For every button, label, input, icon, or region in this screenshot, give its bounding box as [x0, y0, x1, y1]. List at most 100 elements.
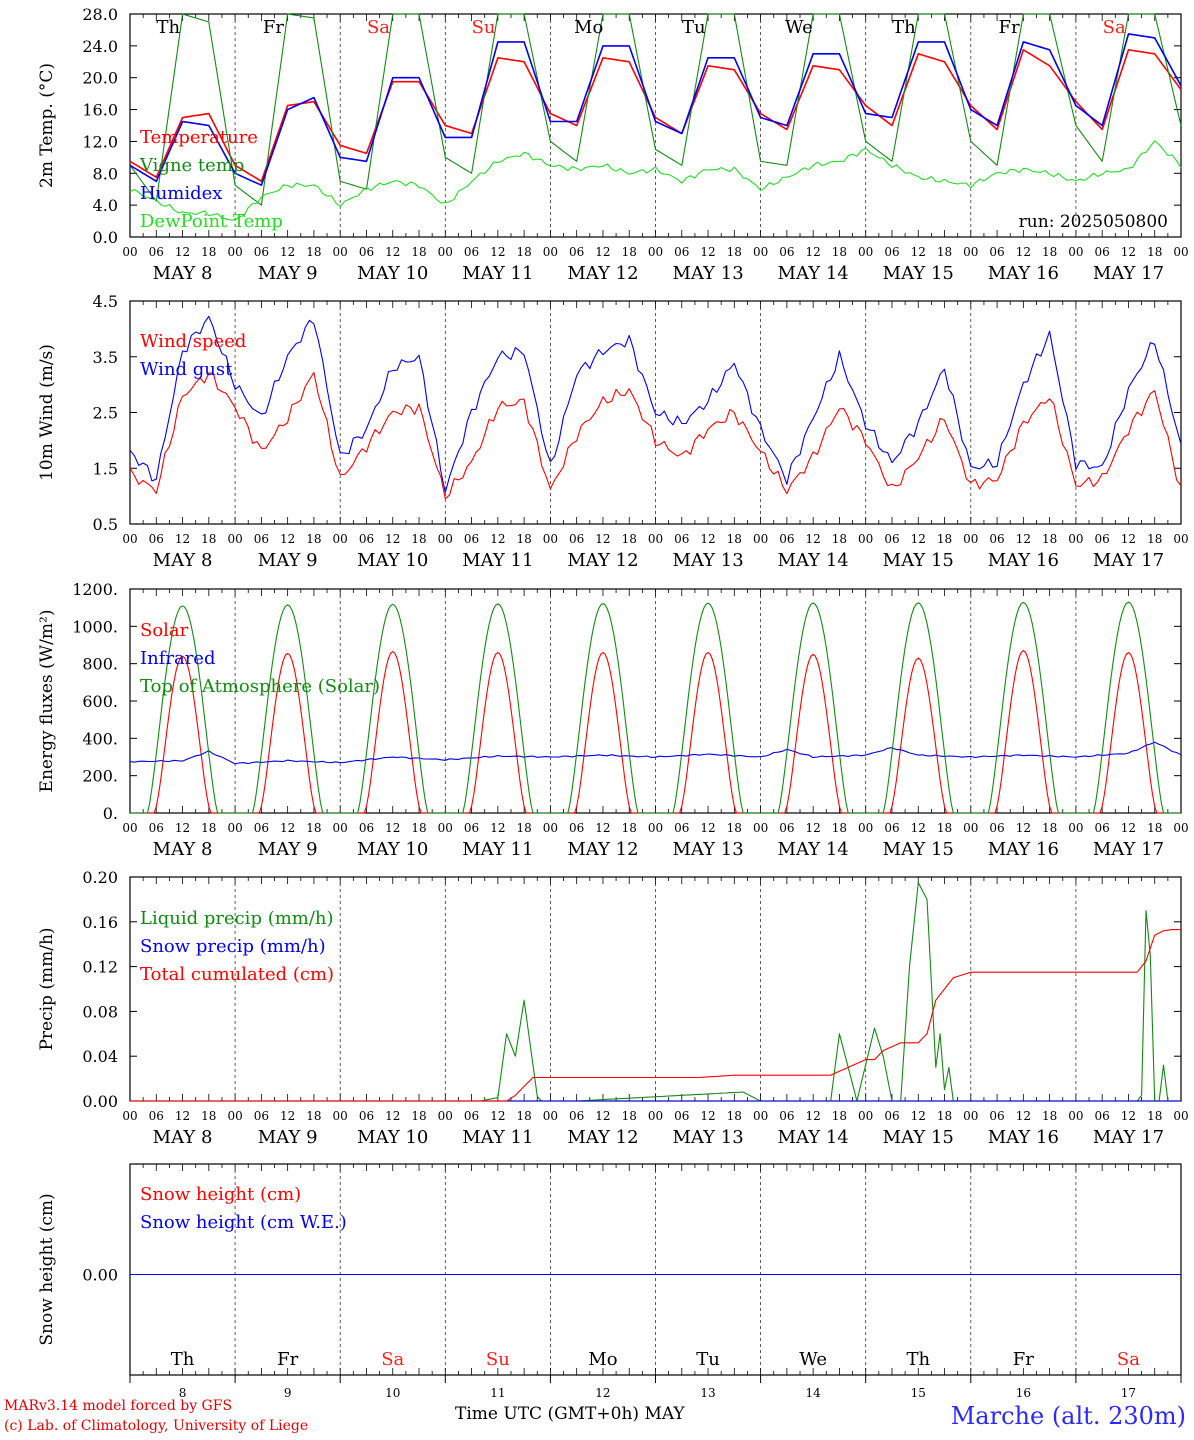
- hour-tick-label: 18: [937, 821, 952, 835]
- y-tick-label: 1.5: [93, 459, 118, 478]
- hour-tick-label: 06: [254, 532, 269, 546]
- hour-tick-label: 18: [201, 821, 216, 835]
- y-tick-label: 0.12: [82, 958, 118, 977]
- hour-tick-label: 00: [227, 821, 242, 835]
- weekday-label-top: Sa: [1103, 17, 1126, 38]
- x-axis-title: Time UTC (GMT+0h) MAY: [455, 1404, 685, 1424]
- legend-entry: Snow height (cm W.E.): [140, 1212, 347, 1233]
- hour-tick-label: 12: [175, 1109, 190, 1123]
- series-line-top-of-atmosphere-solar-: [130, 601, 1181, 814]
- date-label: MAY 9: [258, 263, 318, 284]
- hour-tick-label: 00: [543, 532, 558, 546]
- y-tick-label: 200.: [82, 767, 118, 786]
- hour-tick-label: 12: [175, 532, 190, 546]
- hour-tick-label: 06: [254, 821, 269, 835]
- date-label: MAY 13: [672, 550, 743, 571]
- hour-tick-label: 12: [806, 245, 821, 259]
- hour-tick-label: 06: [989, 1109, 1004, 1123]
- series-line-infrared: [129, 741, 1182, 765]
- hour-tick-label: 06: [359, 1109, 374, 1123]
- date-label: MAY 16: [988, 1127, 1059, 1148]
- date-label: MAY 12: [567, 839, 638, 860]
- hour-tick-label: 06: [464, 245, 479, 259]
- date-label: MAY 15: [883, 263, 954, 284]
- hour-tick-label: 12: [1121, 245, 1136, 259]
- day-number-label: 15: [911, 1386, 926, 1400]
- hour-tick-label: 12: [595, 245, 610, 259]
- credit-lab: (c) Lab. of Climatology, University of L…: [4, 1418, 309, 1434]
- hour-tick-label: 18: [411, 1109, 426, 1123]
- hour-tick-label: 00: [122, 821, 137, 835]
- weekday-label-top: Fr: [263, 17, 284, 38]
- hour-tick-label: 06: [569, 1109, 584, 1123]
- hour-tick-label: 06: [359, 821, 374, 835]
- hour-tick-label: 18: [1042, 821, 1057, 835]
- hour-tick-label: 00: [648, 1109, 663, 1123]
- hour-tick-label: 06: [1095, 1109, 1110, 1123]
- hour-tick-label: 00: [648, 245, 663, 259]
- y-axis-label: Snow height (cm): [37, 1193, 57, 1345]
- hour-tick-label: 06: [359, 245, 374, 259]
- date-label: MAY 10: [357, 1127, 428, 1148]
- date-label: MAY 10: [357, 263, 428, 284]
- hour-tick-label: 18: [411, 821, 426, 835]
- weekday-label-top: Sa: [367, 17, 390, 38]
- date-label: MAY 11: [462, 1127, 533, 1148]
- y-tick-label: 0.00: [82, 1092, 118, 1111]
- hour-tick-label: 06: [569, 245, 584, 259]
- hour-tick-label: 00: [1173, 245, 1188, 259]
- hour-tick-label: 18: [516, 245, 531, 259]
- hour-tick-label: 18: [1147, 1109, 1162, 1123]
- hour-tick-label: 00: [333, 245, 348, 259]
- y-tick-label: 0.5: [93, 515, 118, 534]
- hour-tick-label: 12: [806, 821, 821, 835]
- hour-tick-label: 00: [438, 821, 453, 835]
- weekday-label-bottom: Sa: [381, 1349, 404, 1370]
- hour-tick-label: 18: [622, 1109, 637, 1123]
- y-tick-label: 0.0: [93, 228, 118, 247]
- weekday-label-bottom: Fr: [277, 1349, 298, 1370]
- hour-tick-label: 18: [727, 1109, 742, 1123]
- y-tick-label: 0.00: [82, 1266, 118, 1285]
- series-line-total-cumulated-cm-: [130, 929, 1181, 1102]
- hour-tick-label: 12: [385, 245, 400, 259]
- legend-entry: Temperature: [140, 127, 258, 148]
- date-label: MAY 11: [462, 550, 533, 571]
- y-tick-label: 0.20: [82, 868, 118, 887]
- date-label: MAY 15: [883, 839, 954, 860]
- hour-tick-label: 06: [569, 532, 584, 546]
- day-number-label: 17: [1121, 1386, 1136, 1400]
- hour-tick-label: 06: [149, 532, 164, 546]
- hour-tick-label: 00: [858, 532, 873, 546]
- date-label: MAY 11: [462, 839, 533, 860]
- hour-tick-label: 18: [516, 532, 531, 546]
- hour-tick-label: 00: [963, 532, 978, 546]
- hour-tick-label: 00: [333, 821, 348, 835]
- hour-tick-label: 18: [306, 245, 321, 259]
- hour-tick-label: 12: [175, 821, 190, 835]
- date-label: MAY 15: [883, 1127, 954, 1148]
- hour-tick-label: 12: [490, 245, 505, 259]
- hour-tick-label: 18: [832, 245, 847, 259]
- hour-tick-label: 18: [306, 1109, 321, 1123]
- hour-tick-label: 18: [727, 245, 742, 259]
- hour-tick-label: 00: [753, 821, 768, 835]
- hour-tick-label: 12: [1016, 1109, 1031, 1123]
- hour-tick-label: 18: [1042, 245, 1057, 259]
- day-number-label: 12: [595, 1386, 610, 1400]
- day-number-label: 13: [700, 1386, 715, 1400]
- hour-tick-label: 06: [254, 1109, 269, 1123]
- hour-tick-label: 12: [911, 821, 926, 835]
- hour-tick-label: 18: [1042, 1109, 1057, 1123]
- date-label: MAY 8: [153, 839, 213, 860]
- date-label: MAY 9: [258, 839, 318, 860]
- date-label: MAY 14: [778, 550, 849, 571]
- hour-tick-label: 00: [858, 821, 873, 835]
- date-label: MAY 12: [567, 263, 638, 284]
- weekday-label-bottom: Mo: [588, 1349, 617, 1370]
- date-label: MAY 10: [357, 839, 428, 860]
- series-line-wind-gust: [129, 315, 1182, 493]
- hour-tick-label: 00: [1068, 821, 1083, 835]
- date-label: MAY 14: [778, 1127, 849, 1148]
